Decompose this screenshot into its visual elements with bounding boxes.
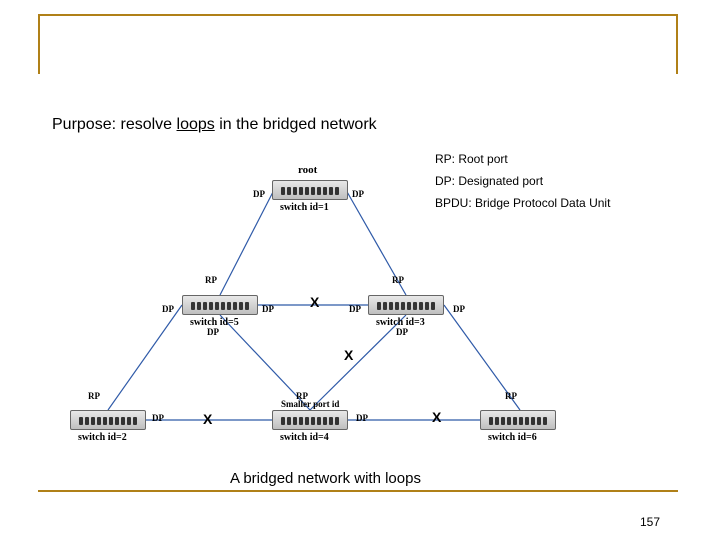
root-label: root (298, 164, 317, 176)
port-label: DP (253, 189, 265, 199)
switch-id-label: switch id=2 (78, 432, 127, 443)
diagram-caption: A bridged network with loops (230, 470, 421, 487)
port-label: RP (88, 391, 100, 401)
port-label: DP (162, 304, 174, 314)
port-label: DP (352, 189, 364, 199)
blocked-x: X (432, 409, 441, 425)
port-label: RP (205, 275, 217, 285)
switch-id-label: switch id=6 (488, 432, 537, 443)
page-number: 157 (640, 515, 660, 529)
port-label: RP (505, 391, 517, 401)
switch-s6 (480, 410, 556, 430)
legend-item: RP: Root port (435, 152, 508, 166)
port-label: DP (262, 304, 274, 314)
switch-root (272, 180, 348, 200)
port-label: Smaller port id (281, 399, 339, 409)
header-frame (38, 14, 678, 74)
legend-item: DP: Designated port (435, 174, 543, 188)
purpose-pre: Purpose: resolve (52, 116, 177, 133)
port-label: DP (152, 413, 164, 423)
port-label: DP (396, 327, 408, 337)
switch-s4 (272, 410, 348, 430)
port-label: DP (207, 327, 219, 337)
purpose-loops: loops (177, 116, 215, 133)
port-label: RP (392, 275, 404, 285)
switch-s3 (368, 295, 444, 315)
switch-id-label: switch id=4 (280, 432, 329, 443)
port-label: DP (453, 304, 465, 314)
port-label: DP (349, 304, 361, 314)
legend-item: BPDU: Bridge Protocol Data Unit (435, 196, 610, 210)
purpose-line: Purpose: resolve loops in the bridged ne… (52, 116, 377, 134)
port-label: DP (356, 413, 368, 423)
blocked-x: X (203, 411, 212, 427)
switch-s2 (70, 410, 146, 430)
switch-id-label: switch id=1 (280, 202, 329, 213)
purpose-post: in the bridged network (215, 116, 377, 133)
blocked-x: X (344, 347, 353, 363)
switch-s5 (182, 295, 258, 315)
blocked-x: X (310, 294, 319, 310)
footer-rule (38, 490, 678, 492)
